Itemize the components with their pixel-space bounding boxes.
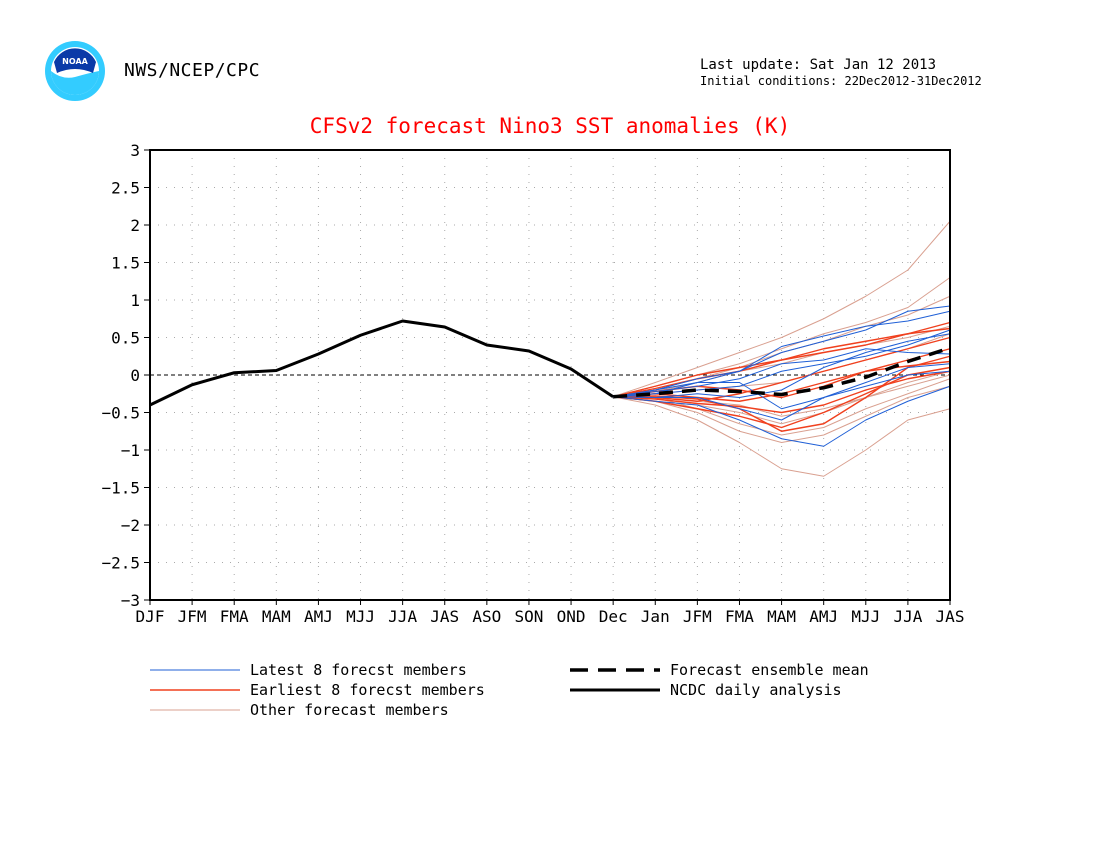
latest-member-line bbox=[613, 348, 951, 398]
noaa-logo: NOAA bbox=[45, 41, 105, 101]
x-tick-label: OND bbox=[557, 607, 586, 626]
x-tick-label: AMJ bbox=[304, 607, 333, 626]
initial-conditions-label: Initial conditions: 22Dec2012-31Dec2012 bbox=[700, 74, 982, 88]
analysis-line bbox=[149, 319, 614, 407]
x-tick-label: JAS bbox=[936, 607, 965, 626]
y-tick-label: 0 bbox=[130, 366, 140, 385]
y-tick-label: 3 bbox=[130, 141, 140, 160]
y-tick-label: −1 bbox=[121, 441, 140, 460]
other-member-line bbox=[613, 385, 951, 443]
noaa-logo-text: NOAA bbox=[62, 57, 88, 66]
x-tick-label: FMA bbox=[220, 607, 249, 626]
earliest-member-line bbox=[613, 370, 951, 414]
y-tick-label: 2.5 bbox=[111, 179, 140, 198]
x-tick-label: MAM bbox=[262, 607, 291, 626]
x-tick-label: MAM bbox=[767, 607, 796, 626]
x-tick-label: JFM bbox=[178, 607, 207, 626]
x-tick-label: JJA bbox=[388, 607, 417, 626]
earliest-member-line bbox=[613, 336, 951, 402]
legend-label-mean: Forecast ensemble mean bbox=[670, 661, 869, 679]
latest-member-line bbox=[613, 363, 951, 421]
y-tick-label: −2 bbox=[121, 516, 140, 535]
legend: Latest 8 forecst members Earliest 8 forec… bbox=[150, 661, 869, 719]
y-axis: 3 2.5 2 1.5 1 0.5 0 −0.5 −1 −1.5 −2 −2.5 −3 bbox=[101, 141, 150, 610]
x-tick-label: JFM bbox=[683, 607, 712, 626]
x-tick-label: DJF bbox=[136, 607, 165, 626]
other-member-line bbox=[612, 220, 951, 398]
x-tick-label: MJJ bbox=[851, 607, 880, 626]
legend-label-earliest: Earliest 8 forecst members bbox=[250, 681, 485, 699]
y-tick-label: 1.5 bbox=[111, 254, 140, 273]
y-tick-label: 0.5 bbox=[111, 329, 140, 348]
x-tick-label: JAS bbox=[430, 607, 459, 626]
latest-member-line bbox=[613, 385, 951, 447]
main-lines-group bbox=[149, 319, 951, 407]
y-tick-label: 2 bbox=[130, 216, 140, 235]
latest-members-group bbox=[613, 305, 951, 447]
x-tick-label: Dec bbox=[599, 607, 628, 626]
other-member-line bbox=[613, 396, 951, 477]
last-update-label: Last update: Sat Jan 12 2013 bbox=[700, 57, 937, 73]
plot-frame bbox=[149, 149, 951, 601]
other-member-line bbox=[613, 378, 951, 436]
x-tick-label: AMJ bbox=[809, 607, 838, 626]
x-tick-label: JJA bbox=[893, 607, 922, 626]
latest-member-line bbox=[613, 305, 951, 398]
y-tick-label: −2.5 bbox=[101, 554, 140, 573]
y-tick-label: −3 bbox=[121, 591, 140, 610]
chart-grid bbox=[150, 150, 950, 600]
x-tick-label: Jan bbox=[641, 607, 670, 626]
x-tick-label: MJJ bbox=[346, 607, 375, 626]
legend-label-analysis: NCDC daily analysis bbox=[670, 681, 842, 699]
latest-member-line bbox=[613, 370, 951, 410]
x-tick-label: ASO bbox=[472, 607, 501, 626]
ensemble-mean-line bbox=[613, 346, 951, 399]
y-tick-label: −1.5 bbox=[101, 479, 140, 498]
x-tick-label: SON bbox=[514, 607, 543, 626]
earliest-member-line bbox=[613, 366, 951, 429]
chart-title: CFSv2 forecast Nino3 SST anomalies (K) bbox=[309, 114, 791, 138]
latest-member-line bbox=[613, 333, 951, 398]
legend-label-latest: Latest 8 forecst members bbox=[250, 661, 467, 679]
earliest-member-line bbox=[613, 355, 951, 432]
y-tick-label: 1 bbox=[130, 291, 140, 310]
legend-label-other: Other forecast members bbox=[250, 701, 449, 719]
x-axis: DJF JFM FMA MAM AMJ MJJ JJA JAS ASO SON OND Dec Jan J… bbox=[136, 600, 965, 626]
source-label: NWS/NCEP/CPC bbox=[124, 60, 261, 81]
earliest-member-line bbox=[612, 327, 951, 398]
y-tick-label: −0.5 bbox=[101, 404, 140, 423]
x-tick-label: FMA bbox=[725, 607, 754, 626]
